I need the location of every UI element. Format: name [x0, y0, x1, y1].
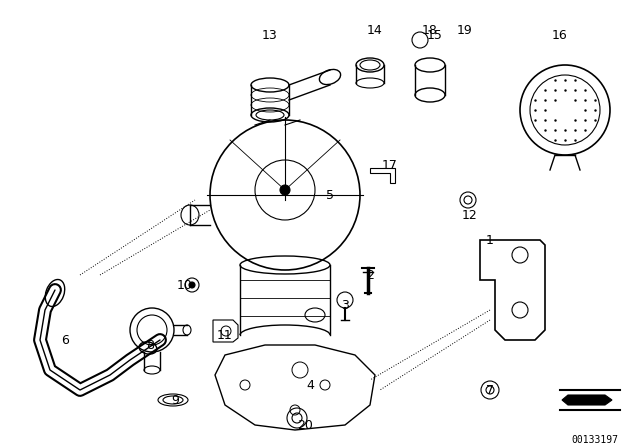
Text: 14: 14	[367, 23, 383, 36]
Text: 11: 11	[217, 328, 233, 341]
Text: 7: 7	[486, 383, 494, 396]
Circle shape	[280, 185, 290, 195]
Text: 1: 1	[486, 233, 494, 246]
Text: 13: 13	[262, 29, 278, 42]
Text: 2: 2	[366, 268, 374, 281]
Text: 18: 18	[422, 23, 438, 36]
Text: 6: 6	[61, 333, 69, 346]
Text: 00133197: 00133197	[572, 435, 618, 445]
Text: 17: 17	[382, 159, 398, 172]
Text: 16: 16	[552, 29, 568, 42]
Text: 19: 19	[457, 23, 473, 36]
Text: 20: 20	[297, 418, 313, 431]
Polygon shape	[562, 395, 612, 405]
Text: 15: 15	[427, 29, 443, 42]
Text: 4: 4	[306, 379, 314, 392]
Text: 9: 9	[171, 393, 179, 406]
Text: 5: 5	[326, 189, 334, 202]
Polygon shape	[213, 320, 238, 342]
Text: 3: 3	[341, 298, 349, 311]
Text: 10: 10	[177, 279, 193, 292]
Text: 8: 8	[146, 339, 154, 352]
Text: 12: 12	[462, 208, 478, 221]
Circle shape	[189, 282, 195, 288]
